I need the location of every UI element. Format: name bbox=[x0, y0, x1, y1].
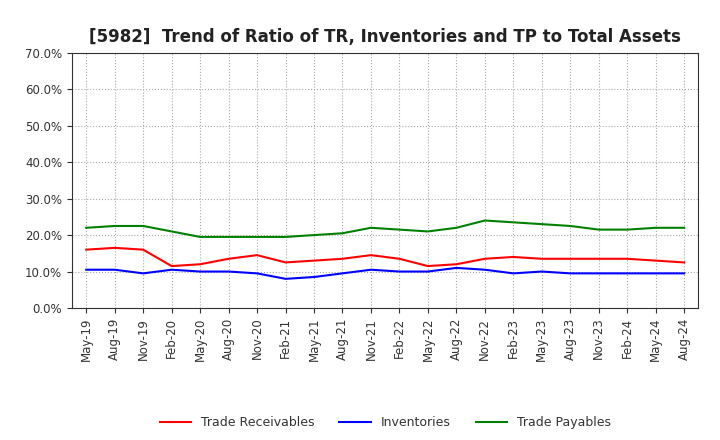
Trade Payables bbox=[139, 224, 148, 229]
Inventories bbox=[338, 271, 347, 276]
Inventories bbox=[652, 271, 660, 276]
Trade Payables bbox=[110, 224, 119, 229]
Inventories bbox=[452, 265, 461, 271]
Trade Receivables bbox=[537, 256, 546, 261]
Trade Payables bbox=[623, 227, 631, 232]
Inventories bbox=[595, 271, 603, 276]
Trade Payables bbox=[452, 225, 461, 231]
Trade Receivables bbox=[310, 258, 318, 263]
Inventories bbox=[82, 267, 91, 272]
Inventories bbox=[509, 271, 518, 276]
Trade Receivables bbox=[509, 254, 518, 260]
Trade Receivables bbox=[395, 256, 404, 261]
Trade Receivables bbox=[196, 262, 204, 267]
Trade Receivables bbox=[623, 256, 631, 261]
Trade Payables bbox=[423, 229, 432, 234]
Trade Payables bbox=[82, 225, 91, 231]
Trade Receivables bbox=[167, 264, 176, 269]
Line: Trade Receivables: Trade Receivables bbox=[86, 248, 684, 266]
Inventories bbox=[366, 267, 375, 272]
Trade Receivables bbox=[566, 256, 575, 261]
Trade Payables bbox=[652, 225, 660, 231]
Trade Payables bbox=[537, 221, 546, 227]
Trade Receivables bbox=[366, 253, 375, 258]
Trade Payables bbox=[196, 234, 204, 239]
Trade Receivables bbox=[82, 247, 91, 252]
Inventories bbox=[253, 271, 261, 276]
Trade Payables bbox=[310, 232, 318, 238]
Trade Payables bbox=[366, 225, 375, 231]
Trade Receivables bbox=[480, 256, 489, 261]
Trade Payables bbox=[225, 234, 233, 239]
Trade Receivables bbox=[139, 247, 148, 252]
Trade Payables bbox=[282, 234, 290, 239]
Inventories bbox=[423, 269, 432, 274]
Trade Payables bbox=[338, 231, 347, 236]
Title: [5982]  Trend of Ratio of TR, Inventories and TP to Total Assets: [5982] Trend of Ratio of TR, Inventories… bbox=[89, 28, 681, 46]
Trade Receivables bbox=[595, 256, 603, 261]
Trade Receivables bbox=[652, 258, 660, 263]
Inventories bbox=[139, 271, 148, 276]
Trade Receivables bbox=[452, 262, 461, 267]
Inventories bbox=[537, 269, 546, 274]
Inventories bbox=[310, 275, 318, 280]
Trade Payables bbox=[395, 227, 404, 232]
Legend: Trade Receivables, Inventories, Trade Payables: Trade Receivables, Inventories, Trade Pa… bbox=[155, 411, 616, 434]
Inventories bbox=[225, 269, 233, 274]
Trade Receivables bbox=[338, 256, 347, 261]
Trade Payables bbox=[680, 225, 688, 231]
Inventories bbox=[110, 267, 119, 272]
Trade Payables bbox=[595, 227, 603, 232]
Line: Trade Payables: Trade Payables bbox=[86, 220, 684, 237]
Trade Payables bbox=[509, 220, 518, 225]
Inventories bbox=[196, 269, 204, 274]
Trade Payables bbox=[566, 224, 575, 229]
Inventories bbox=[480, 267, 489, 272]
Trade Receivables bbox=[110, 245, 119, 250]
Trade Payables bbox=[167, 229, 176, 234]
Inventories bbox=[167, 267, 176, 272]
Trade Payables bbox=[253, 234, 261, 239]
Trade Receivables bbox=[282, 260, 290, 265]
Trade Receivables bbox=[680, 260, 688, 265]
Trade Receivables bbox=[423, 264, 432, 269]
Trade Receivables bbox=[225, 256, 233, 261]
Inventories bbox=[566, 271, 575, 276]
Trade Receivables bbox=[253, 253, 261, 258]
Inventories bbox=[282, 276, 290, 282]
Trade Payables bbox=[480, 218, 489, 223]
Inventories bbox=[680, 271, 688, 276]
Inventories bbox=[623, 271, 631, 276]
Inventories bbox=[395, 269, 404, 274]
Line: Inventories: Inventories bbox=[86, 268, 684, 279]
